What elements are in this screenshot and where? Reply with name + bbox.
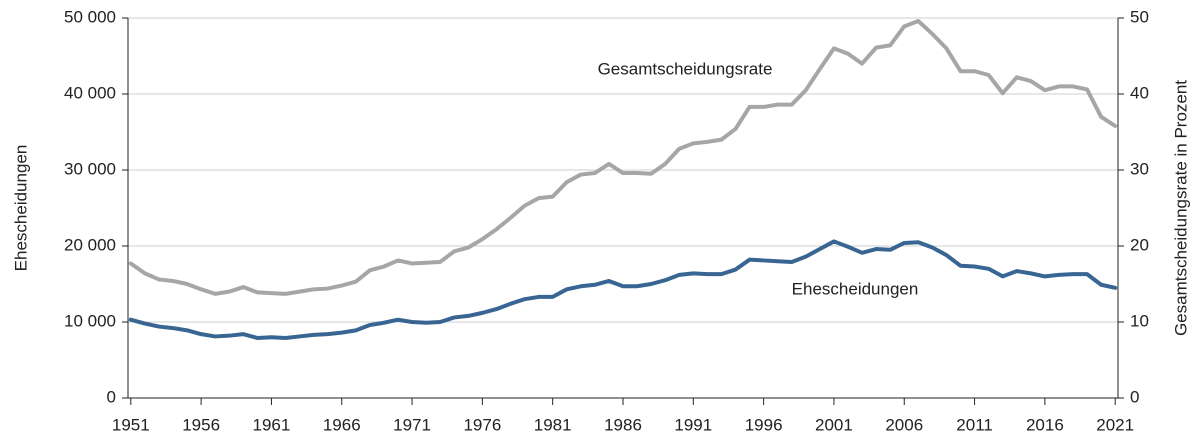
y-tick-label: 20 000: [64, 235, 116, 254]
x-tick-label: 1981: [534, 415, 572, 434]
x-tick-label: 1961: [253, 415, 291, 434]
y2-tick-label: 40: [1130, 83, 1149, 102]
x-tick-label: 1971: [393, 415, 431, 434]
y2-axis-label: Gesamtscheidungsrate in Prozent: [1171, 80, 1190, 336]
y-tick-label: 50 000: [64, 7, 116, 26]
y-tick-label: 30 000: [64, 159, 116, 178]
series-label: Ehescheidungen: [792, 279, 919, 298]
x-tick-label: 1986: [604, 415, 642, 434]
x-tick-label: 2016: [1026, 415, 1064, 434]
x-tick-label: 2021: [1096, 415, 1134, 434]
x-tick-label: 2006: [885, 415, 923, 434]
y-tick-label: 40 000: [64, 83, 116, 102]
x-tick-label: 1956: [182, 415, 220, 434]
y2-tick-label: 50: [1130, 7, 1149, 26]
x-tick-label: 2001: [815, 415, 853, 434]
x-tick-label: 1991: [674, 415, 712, 434]
x-tick-label: 1966: [323, 415, 361, 434]
y-tick-label: 10 000: [64, 311, 116, 330]
y2-tick-label: 10: [1130, 311, 1149, 330]
y-axis-label: Ehescheidungen: [11, 145, 30, 272]
series-line: [128, 239, 1118, 340]
y2-tick-label: 30: [1130, 159, 1149, 178]
x-tick-label: 1996: [745, 415, 783, 434]
series-label: Gesamtscheidungsrate: [598, 59, 773, 78]
x-tick-label: 1976: [463, 415, 501, 434]
x-tick-label: 1951: [112, 415, 150, 434]
y-tick-label: 0: [107, 387, 116, 406]
x-tick-label: 2011: [956, 415, 993, 434]
y2-tick-label: 0: [1130, 387, 1139, 406]
y2-tick-label: 20: [1130, 235, 1149, 254]
series-line: [128, 19, 1118, 296]
